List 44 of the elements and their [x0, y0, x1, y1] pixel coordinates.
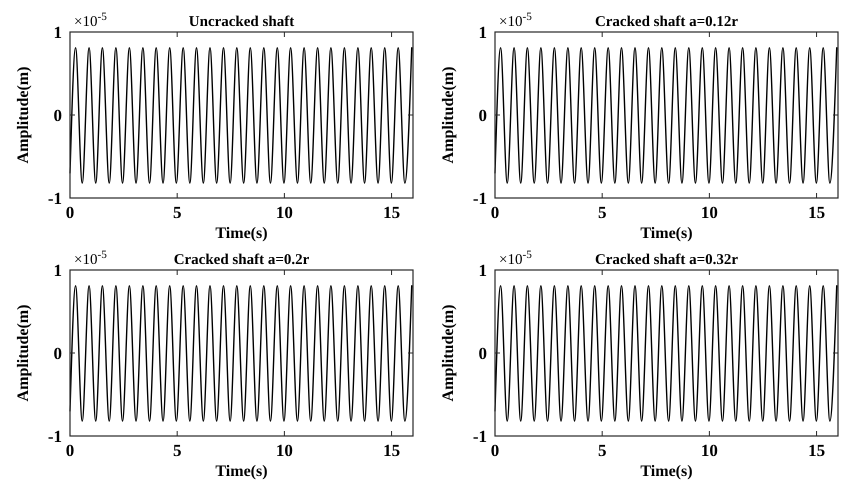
- y-tick-label: -1: [472, 426, 487, 446]
- chart-title: Uncracked shaft: [188, 14, 294, 30]
- chart-title: Cracked shaft a=0.32r: [594, 252, 738, 268]
- x-tick-label: 10: [276, 203, 293, 222]
- x-tick-label: 5: [598, 441, 606, 460]
- x-tick-label: 0: [490, 203, 500, 222]
- x-tick-label: 0: [66, 441, 74, 460]
- y-tick-label: -1: [48, 426, 62, 446]
- x-tick-label: 0: [490, 441, 500, 460]
- x-tick-label: 15: [808, 203, 826, 222]
- y-axis-title: Amplitude(m): [15, 66, 32, 164]
- chart-title: Cracked shaft a=0.2r: [174, 252, 310, 268]
- y-tick-label: 1: [478, 260, 487, 280]
- x-tick-label: 15: [808, 441, 826, 460]
- y-tick-label: 1: [478, 22, 487, 42]
- x-tick-label: 5: [172, 441, 182, 460]
- text: ×10$^{-5}$: [74, 249, 108, 268]
- x-tick-label: 5: [172, 203, 182, 222]
- y-tick-label: -1: [472, 188, 487, 208]
- text: ×10$^{-5}$: [499, 11, 532, 30]
- x-tick-label: 15: [383, 203, 400, 222]
- x-axis-title: Time(s): [215, 225, 268, 242]
- x-axis-title: Time(s): [215, 463, 268, 480]
- y-axis-title: Amplitude(m): [440, 304, 457, 402]
- x-tick-label: 10: [700, 203, 718, 222]
- x-tick-label: 10: [276, 441, 293, 460]
- y-tick-label: 0: [478, 106, 487, 125]
- y-tick-label: -1: [48, 188, 62, 208]
- y-tick-label: 1: [54, 22, 62, 42]
- y-tick-label: 1: [54, 260, 62, 280]
- x-tick-label: 0: [66, 203, 74, 222]
- x-tick-label: 5: [598, 203, 606, 222]
- y-axis-title: Amplitude(m): [15, 304, 32, 402]
- chart-title: Cracked shaft a=0.12r: [594, 14, 738, 30]
- text: ×10$^{-5}$: [74, 11, 108, 30]
- x-axis-title: Time(s): [640, 463, 693, 480]
- x-tick-label: 15: [383, 441, 400, 460]
- y-tick-label: 0: [478, 344, 487, 363]
- text: ×10$^{-5}$: [499, 249, 532, 268]
- x-axis-title: Time(s): [640, 225, 693, 242]
- y-tick-label: 0: [54, 106, 62, 125]
- x-tick-label: 10: [700, 441, 718, 460]
- y-axis-title: Amplitude(m): [440, 66, 457, 164]
- y-tick-label: 0: [54, 344, 62, 363]
